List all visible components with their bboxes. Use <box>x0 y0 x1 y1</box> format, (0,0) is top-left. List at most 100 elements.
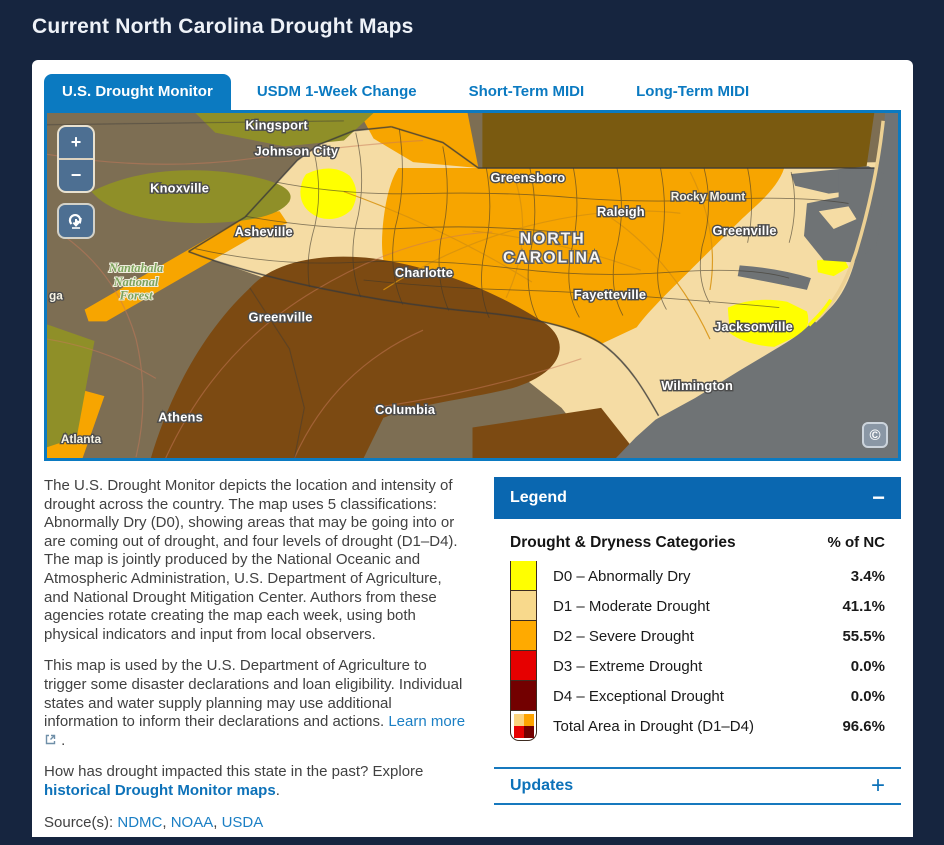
legend-row-d2: D2 – Severe Drought 55.5% <box>510 621 885 651</box>
map-label-raleigh: Raleigh <box>597 204 645 219</box>
tab-usdm-1-week-change[interactable]: USDM 1-Week Change <box>256 83 417 100</box>
roads-basemap <box>47 139 582 458</box>
map-label-forest-line2: National <box>113 275 159 289</box>
updates-title: Updates <box>510 777 574 794</box>
outer-banks-yellow <box>807 298 833 327</box>
total-swatch-tr <box>523 713 534 726</box>
legend-pct-heading: % of NC <box>827 534 886 551</box>
map-label-greensboro: Greensboro <box>490 170 565 185</box>
d1-pct: 41.1% <box>842 597 885 615</box>
region-d2-southwest-band <box>84 211 288 322</box>
d4-label: D4 – Exceptional Drought <box>553 687 724 705</box>
map-label-forest-line1: Nantahala <box>108 261 163 275</box>
description-paragraph-3-end: . <box>275 781 280 799</box>
map-label-columbia: Columbia <box>375 402 436 417</box>
description-column: The U.S. Drought Monitor depicts the loc… <box>44 477 470 845</box>
lower-content: The U.S. Drought Monitor depicts the loc… <box>44 477 901 845</box>
map-label-athens: Athens <box>158 410 203 425</box>
page-title: Current North Carolina Drought Maps <box>32 15 414 38</box>
historical-maps-link[interactable]: historical Drought Monitor maps <box>44 781 276 799</box>
legend-row-d1: D1 – Moderate Drought 41.1% <box>510 591 885 621</box>
expand-plus-icon[interactable]: + <box>870 772 885 799</box>
map-label-forest-line3: Forest <box>119 289 154 303</box>
source-link-ndmc[interactable]: NDMC <box>117 813 163 831</box>
tab-short-term-midi[interactable]: Short-Term MIDI <box>468 83 585 100</box>
collapse-minus-icon[interactable]: − <box>872 485 885 510</box>
roads-nc <box>343 169 714 340</box>
layers-button[interactable] <box>57 203 95 239</box>
tab-long-term-midi[interactable]: Long-Term MIDI <box>636 83 750 100</box>
map-label-ga-fragment: ga <box>49 289 63 303</box>
description-paragraph-2-text: This map is used by the U.S. Department … <box>44 657 463 731</box>
water-ocean <box>615 113 898 458</box>
legend-head-row: Drought & Dryness Categories % of NC <box>510 534 885 552</box>
water-neuse-river <box>737 265 811 290</box>
description-paragraph-2-end: . <box>57 731 66 749</box>
map-label-wilmington: Wilmington <box>661 378 733 393</box>
map-label-fayetteville: Fayetteville <box>574 287 646 302</box>
description-paragraph-2: This map is used by the U.S. Department … <box>44 657 470 750</box>
legend-column: Legend − Drought & Dryness Categories % … <box>494 477 901 845</box>
d0-swatch <box>510 561 537 591</box>
map-label-johnson-city: Johnson City <box>254 143 338 158</box>
region-virginia-brown <box>482 113 875 169</box>
external-link-icon <box>45 732 56 751</box>
map-label-greenville-sc: Greenville <box>248 309 312 324</box>
region-d0-northwest <box>300 168 357 219</box>
d4-pct: 0.0% <box>850 687 885 705</box>
legend-row-d0: D0 – Abnormally Dry 3.4% <box>510 561 885 591</box>
legend-row-d3: D3 – Extreme Drought 0.0% <box>510 651 885 681</box>
region-brown-carolinas <box>150 256 560 458</box>
updates-accordion-header[interactable]: Updates + <box>494 767 901 805</box>
region-brown-south <box>472 407 641 458</box>
map-label-rocky-mount: Rocky Mount <box>671 190 746 204</box>
d2-swatch <box>510 621 537 651</box>
d1-swatch <box>510 591 537 621</box>
total-drought-swatch <box>510 711 537 741</box>
legend-categories-heading: Drought & Dryness Categories <box>510 534 736 551</box>
total-swatch-br <box>523 725 534 738</box>
sources-line: Source(s): NDMC, NOAA, USDA <box>44 814 470 833</box>
zoom-in-button[interactable]: + <box>59 127 93 158</box>
map-label-knoxville: Knoxville <box>150 181 209 196</box>
d3-pct: 0.0% <box>850 657 885 675</box>
sources-separator: , <box>162 813 171 831</box>
learn-more-link[interactable]: Learn more <box>388 713 466 731</box>
map-label-asheville: Asheville <box>235 224 293 239</box>
tab-us-drought-monitor[interactable]: U.S. Drought Monitor <box>44 74 231 110</box>
total-swatch-tl <box>513 713 524 726</box>
content-card: U.S. Drought Monitor USDM 1-Week Change … <box>32 60 913 837</box>
map-zoom-control: + − <box>57 125 95 193</box>
description-paragraph-3-text: How has drought impacted this state in t… <box>44 763 424 781</box>
d3-swatch <box>510 651 537 681</box>
zoom-out-button[interactable]: − <box>59 160 93 191</box>
state-borders <box>47 120 875 458</box>
drought-map[interactable]: Kingsport Johnson City Knoxville Greensb… <box>44 110 901 461</box>
map-label-atlanta: Atlanta <box>61 432 102 446</box>
source-link-usda[interactable]: USDA <box>221 813 264 831</box>
d2-pct: 55.5% <box>842 627 885 645</box>
region-olive-knoxville <box>91 170 291 224</box>
map-label-kingsport: Kingsport <box>245 118 308 133</box>
legend-row-total: Total Area in Drought (D1–D4) 96.6% <box>510 711 885 741</box>
water-sound-north <box>838 167 879 251</box>
layers-export-icon <box>68 213 82 229</box>
sources-separator: , <box>213 813 222 831</box>
description-paragraph-3: How has drought impacted this state in t… <box>44 763 470 800</box>
source-link-noaa[interactable]: NOAA <box>170 813 214 831</box>
total-pct: 96.6% <box>842 717 885 735</box>
legend-accordion-header[interactable]: Legend − <box>494 477 901 519</box>
land-peninsula <box>818 206 857 229</box>
d4-swatch <box>510 681 537 711</box>
sources-label: Source(s): <box>44 813 118 831</box>
map-tabs: U.S. Drought Monitor USDM 1-Week Change … <box>44 72 901 110</box>
legend-title: Legend <box>510 489 567 506</box>
attribution-button[interactable]: © <box>862 422 888 448</box>
map-label-jacksonville: Jacksonville <box>714 319 793 334</box>
map-label-greenville-nc: Greenville <box>713 223 777 238</box>
county-borders <box>195 128 849 321</box>
map-label-state-line1: NORTH <box>520 231 586 248</box>
drought-map-canvas: Kingsport Johnson City Knoxville Greensb… <box>47 113 898 458</box>
d3-label: D3 – Extreme Drought <box>553 657 703 675</box>
total-swatch-bl <box>513 725 524 738</box>
